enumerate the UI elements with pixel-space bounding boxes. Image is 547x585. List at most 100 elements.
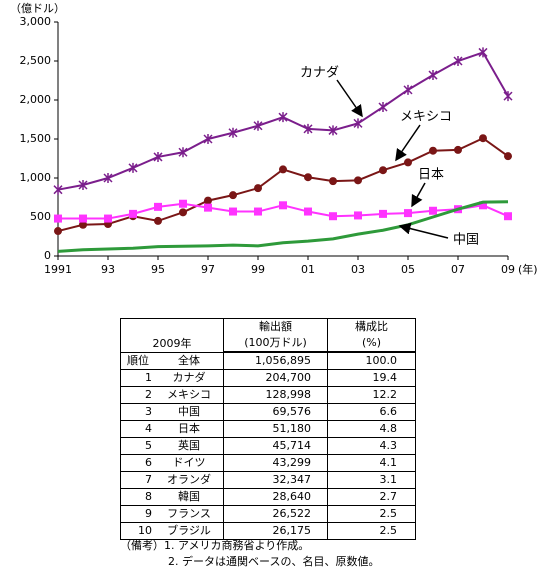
table-row: 10 ブラジル 26,175 2.5 (120, 522, 416, 540)
marker (329, 177, 337, 186)
table-row: 4 日本 51,180 4.8 (120, 420, 416, 438)
series-line (57, 200, 509, 253)
table-cell: 128,998 (223, 386, 328, 404)
marker (254, 184, 262, 193)
table-row: 8 韓国 28,640 2.7 (120, 488, 416, 506)
y-tick-label: 3,000 (20, 15, 52, 28)
table-cell: 日本 (155, 420, 224, 438)
table-cell: 32,347 (223, 471, 328, 489)
table-cell: 4.1 (327, 454, 416, 472)
marker (229, 191, 237, 200)
marker (178, 147, 188, 158)
marker (204, 203, 212, 212)
marker (304, 207, 312, 216)
marker (79, 220, 87, 229)
marker (504, 152, 512, 161)
table-cell: カナダ (155, 369, 224, 387)
table-row: 順位 全体 1,056,895 100.0 (120, 351, 416, 370)
header-cell: (100万ドル) (223, 335, 328, 353)
table-cell: フランス (155, 505, 224, 523)
marker (78, 180, 88, 191)
header-cell: 構成比 (327, 318, 416, 335)
marker (304, 173, 312, 182)
table-cell: 45,714 (223, 437, 328, 455)
table-row: 2 メキシコ 128,998 12.2 (120, 386, 416, 404)
y-tick-label: 2,500 (20, 54, 52, 67)
x-tick-label: 01 (301, 263, 315, 276)
marker (103, 173, 113, 183)
note: （備考）1. アメリカ商務省より作成。 (120, 538, 379, 554)
series-label: カナダ (300, 66, 339, 81)
table-row: 5 英国 45,714 4.3 (120, 437, 416, 455)
marker (79, 214, 87, 223)
marker (278, 112, 288, 123)
series-label: メキシコ (400, 110, 452, 125)
x-tick-label: 05 (401, 263, 415, 276)
y-tick-label: 0 (44, 249, 51, 262)
header-cell: (%) (327, 335, 416, 353)
table-cell: 2.5 (327, 505, 416, 523)
y-tick-label: 500 (30, 210, 51, 223)
marker (379, 166, 387, 175)
x-tick-label: 95 (151, 263, 165, 276)
marker (279, 165, 287, 174)
table-cell: 1 (120, 369, 155, 387)
y-tick-label: 1,000 (20, 171, 52, 184)
x-tick-label: 1991 (44, 263, 72, 276)
table-cell: 3 (120, 403, 155, 421)
marker (379, 209, 387, 218)
y-tick-label: 1,500 (20, 132, 52, 145)
marker (429, 146, 437, 155)
notes: （備考）1. アメリカ商務省より作成。 2. データは通関ベースの、名目、原数値… (120, 538, 379, 570)
marker (404, 158, 412, 167)
table-cell: オランダ (155, 471, 224, 489)
marker (429, 206, 437, 215)
table-cell: 19.4 (327, 369, 416, 387)
y-tick-label: 2,000 (20, 93, 52, 106)
marker (404, 209, 412, 218)
table-cell: 英国 (155, 437, 224, 455)
annotation-arrow (411, 182, 426, 208)
table-cell: 8 (120, 488, 155, 506)
marker (179, 199, 187, 208)
x-tick-label: 93 (101, 263, 115, 276)
table-corner: 2009年 (120, 318, 224, 353)
marker (479, 134, 487, 143)
marker (303, 123, 313, 134)
export-table: 2009年 輸出額 構成比 (100万ドル) (%) 順位 全体 1,056,895… (120, 318, 416, 540)
table-cell: 韓国 (155, 488, 224, 506)
marker (179, 208, 187, 217)
marker (54, 227, 62, 236)
table-cell: 中国 (155, 403, 224, 421)
table-cell: メキシコ (155, 386, 224, 404)
marker (128, 162, 138, 173)
x-tick-label: 07 (451, 263, 465, 276)
table-row: 7 オランダ 32,347 3.1 (120, 471, 416, 489)
table-cell: 2.5 (327, 522, 416, 540)
marker (353, 118, 363, 129)
header-row: (100万ドル) (%) (121, 335, 416, 353)
table-cell: 4 (120, 420, 155, 438)
marker (454, 145, 462, 154)
table-row: 3 中国 69,576 6.6 (120, 403, 416, 421)
table-cell: 2 (120, 386, 155, 404)
table-cell: 1,056,895 (223, 351, 328, 370)
table-cell: 2.7 (327, 488, 416, 506)
series-label: 日本 (418, 168, 444, 183)
header-cell: 輸出額 (223, 318, 328, 335)
table-cell: 6 (120, 454, 155, 472)
table-cell: 全体 (155, 351, 224, 370)
table-cell: 43,299 (223, 454, 328, 472)
table-cell: 69,576 (223, 403, 328, 421)
table-cell: 51,180 (223, 420, 328, 438)
marker (129, 209, 137, 218)
table-cell: 7 (120, 471, 155, 489)
marker (53, 184, 63, 195)
table-cell: 4.8 (327, 420, 416, 438)
note-item: 1. アメリカ商務省より作成。 (164, 539, 310, 552)
note: 2. データは通関ベースの、名目、原数値。 (168, 555, 380, 568)
annotation-arrow (336, 79, 363, 118)
table-cell: 順位 (120, 351, 155, 370)
header-row: 2009年 輸出額 構成比 (120, 318, 416, 353)
series-line (57, 137, 509, 233)
